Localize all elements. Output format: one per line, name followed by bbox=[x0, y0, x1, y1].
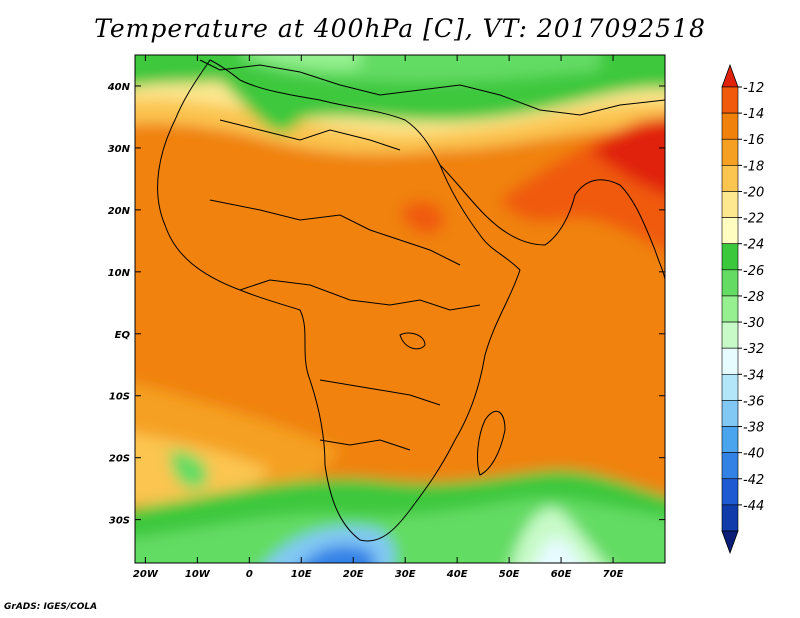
longitude-axis: 20W 10W 0 10E 20E 30E 40E 50E 60E 70E bbox=[133, 55, 624, 580]
colorbar-top-arrow bbox=[721, 63, 739, 88]
colorbar-segment bbox=[721, 452, 739, 480]
lat-tick-label: 40N bbox=[107, 82, 131, 93]
lat-tick-label: 20S bbox=[109, 454, 130, 465]
colorbar-label: -24 bbox=[743, 238, 764, 253]
colorbar-segment bbox=[721, 295, 739, 323]
colorbar-segment bbox=[721, 138, 739, 166]
colorbar-segment bbox=[721, 269, 739, 297]
coastlines bbox=[157, 59, 665, 542]
colorbar-label: -44 bbox=[743, 499, 764, 514]
colorbar-segment bbox=[721, 191, 739, 218]
colorbar-label: -42 bbox=[743, 473, 764, 488]
colorbar-label: -30 bbox=[743, 316, 764, 331]
colorbar-label: -14 bbox=[743, 107, 764, 122]
colorbar-segment bbox=[721, 347, 739, 375]
footer-credit: GrADS: IGES/COLA bbox=[4, 602, 98, 612]
lon-tick-label: 50E bbox=[499, 569, 520, 580]
colorbar-label: -12 bbox=[743, 81, 764, 96]
colorbar-label: -22 bbox=[743, 212, 764, 227]
colorbar-segment bbox=[721, 165, 739, 192]
colorbar-segment bbox=[721, 478, 739, 506]
colorbar-label: -38 bbox=[743, 421, 764, 436]
colorbar-label: -34 bbox=[743, 368, 764, 383]
colorbar-segment bbox=[721, 243, 739, 271]
lon-tick-label: 40E bbox=[446, 569, 468, 580]
lon-tick-label: 70E bbox=[603, 569, 624, 580]
colorbar-segment bbox=[721, 86, 739, 114]
colorbar-segment bbox=[721, 217, 739, 245]
colorbar: -12 -14 -16 -18 -20 -22 -24 -26 -28 -30 -32 -34 -36 -… bbox=[721, 63, 764, 555]
colorbar-label: -40 bbox=[743, 447, 764, 462]
plot-frame bbox=[134, 54, 666, 564]
colorbar-segment bbox=[721, 400, 739, 427]
lat-tick-label: 30S bbox=[109, 516, 130, 527]
map-title: Temperature at 400hPa [C], VT: 201709251… bbox=[94, 14, 706, 43]
lat-tick-label: 20N bbox=[108, 206, 131, 217]
lon-tick-label: 10E bbox=[291, 569, 312, 580]
colorbar-label: -28 bbox=[743, 290, 764, 305]
latitude-axis: 40N 30N 20N 10N EQ 10S 20S 30S bbox=[107, 82, 665, 527]
lon-tick-label: 60E bbox=[551, 569, 572, 580]
colorbar-segment bbox=[721, 112, 739, 140]
lat-tick-label: EQ bbox=[115, 330, 131, 341]
temperature-field bbox=[135, 55, 665, 563]
colorbar-segment bbox=[721, 321, 739, 349]
colorbar-segment bbox=[721, 504, 739, 532]
colorbar-label: -16 bbox=[743, 133, 764, 148]
lat-tick-label: 10S bbox=[109, 392, 130, 403]
colorbar-segment bbox=[721, 373, 739, 401]
colorbar-label: -26 bbox=[743, 264, 764, 279]
colorbar-label: -32 bbox=[743, 342, 764, 357]
colorbar-bottom-arrow bbox=[721, 530, 739, 555]
colorbar-label: -36 bbox=[743, 394, 764, 409]
lon-tick-label: 0 bbox=[246, 569, 253, 580]
colorbar-label: -20 bbox=[743, 185, 764, 200]
colorbar-label: -18 bbox=[743, 159, 764, 174]
lon-tick-label: 20W bbox=[133, 569, 159, 580]
lat-tick-label: 30N bbox=[108, 144, 131, 155]
colorbar-segment bbox=[721, 426, 739, 453]
lat-tick-label: 10N bbox=[108, 268, 131, 279]
lon-tick-label: 30E bbox=[395, 569, 416, 580]
lon-tick-label: 20E bbox=[343, 569, 364, 580]
lon-tick-label: 10W bbox=[185, 569, 211, 580]
